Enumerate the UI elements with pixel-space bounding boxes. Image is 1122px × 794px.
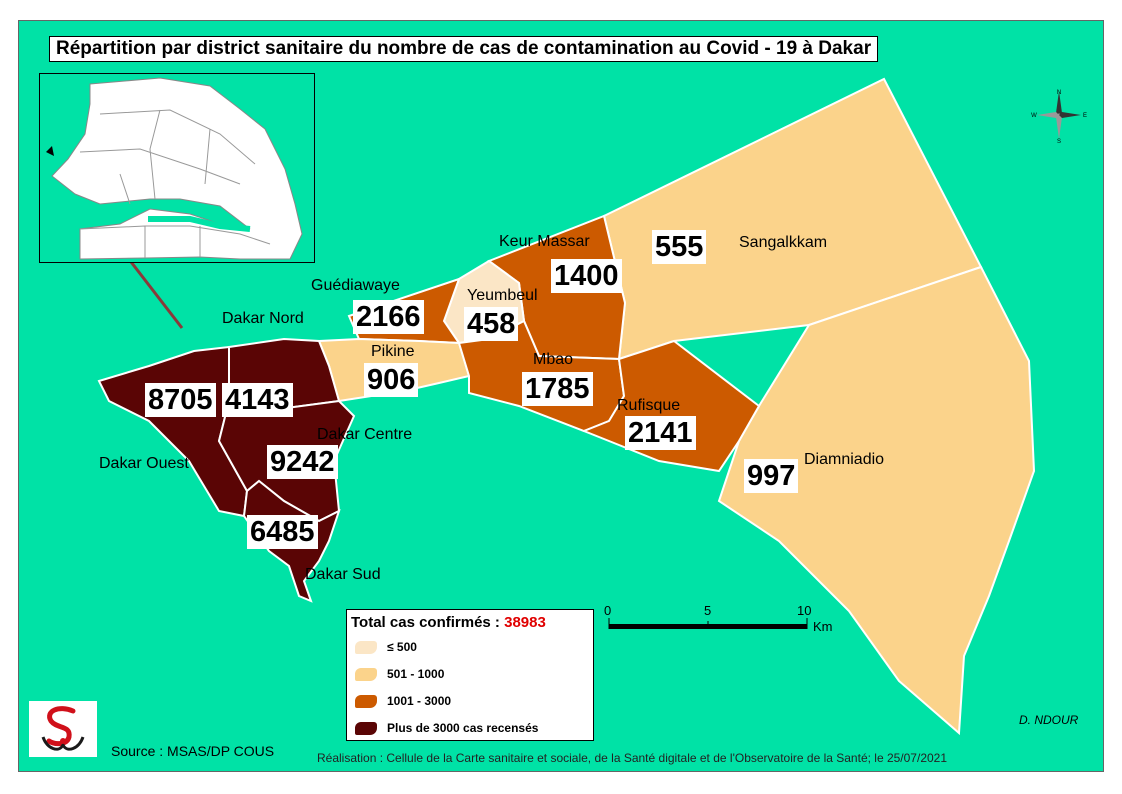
senegal-outline [51, 77, 303, 260]
legend-title: Total cas confirmés : 38983 [351, 614, 546, 631]
scale-bar [608, 618, 808, 629]
label-dakar-nord: Dakar Nord [222, 310, 304, 327]
legend-item-over-3000: Plus de 3000 cas recensés [355, 721, 538, 741]
value-guediawaye: 2166 [353, 300, 424, 334]
label-guediawaye: Guédiawaye [311, 277, 400, 294]
scale-unit: Km [813, 619, 833, 634]
value-keur-massar: 1400 [551, 259, 622, 293]
label-mbao: Mbao [533, 351, 574, 368]
ministry-logo [29, 701, 97, 757]
legend-item-le-500: ≤ 500 [355, 640, 417, 660]
legend-swatch [355, 641, 377, 655]
label-yeumbeul: Yeumbeul [467, 287, 538, 304]
label-dakar-sud: Dakar Sud [305, 566, 381, 583]
map-title: Répartition par district sanitaire du no… [49, 36, 879, 62]
label-dakar-ouest: Dakar Ouest [99, 455, 189, 472]
label-dakar-centre: Dakar Centre [317, 426, 413, 443]
north-arrow-icon: N S W E [1029, 87, 1089, 148]
map-frame: Répartition par district sanitaire du no… [18, 20, 1104, 772]
value-dakar-ouest: 8705 [145, 383, 216, 417]
label-pikine: Pikine [371, 343, 415, 360]
value-diamniadio: 997 [744, 459, 799, 493]
credit-note: Réalisation : Cellule de la Carte sanita… [317, 751, 948, 765]
senegal-inset-map [39, 73, 315, 263]
district-diamniadio [717, 265, 1036, 736]
gambia-river [148, 216, 251, 232]
legend-swatch [355, 695, 377, 709]
svg-text:N: N [1057, 90, 1061, 96]
scale-tick-10: 10 [797, 603, 812, 618]
map-legend: Total cas confirmés : 38983 ≤ 500 501 - … [346, 609, 594, 741]
scale-tick-5: 5 [704, 603, 712, 618]
value-dakar-nord: 4143 [222, 383, 293, 417]
svg-text:W: W [1031, 113, 1037, 119]
legend-item-1001-3000: 1001 - 3000 [355, 694, 451, 714]
value-pikine: 906 [364, 363, 419, 397]
legend-item-501-1000: 501 - 1000 [355, 667, 444, 687]
value-mbao: 1785 [522, 372, 593, 406]
label-diamniadio: Diamniadio [804, 451, 885, 468]
scale-tick-0: 0 [604, 603, 612, 618]
legend-swatch [355, 668, 377, 682]
value-dakar-sud: 6485 [247, 515, 318, 549]
source-note: Source : MSAS/DP COUS [111, 743, 275, 759]
value-dakar-centre: 9242 [267, 445, 338, 479]
dakar-marker [46, 146, 54, 156]
total-cases: 38983 [504, 614, 546, 631]
value-sangalkkam: 555 [652, 230, 707, 264]
label-sangalkkam: Sangalkkam [739, 234, 828, 251]
author-note: D. NDOUR [1019, 713, 1079, 727]
svg-text:S: S [1057, 139, 1061, 143]
value-rufisque: 2141 [625, 416, 696, 450]
label-rufisque: Rufisque [617, 397, 681, 414]
svg-text:E: E [1083, 113, 1087, 119]
legend-swatch [355, 722, 377, 736]
label-keur-massar: Keur Massar [499, 233, 590, 250]
value-yeumbeul: 458 [464, 307, 519, 341]
